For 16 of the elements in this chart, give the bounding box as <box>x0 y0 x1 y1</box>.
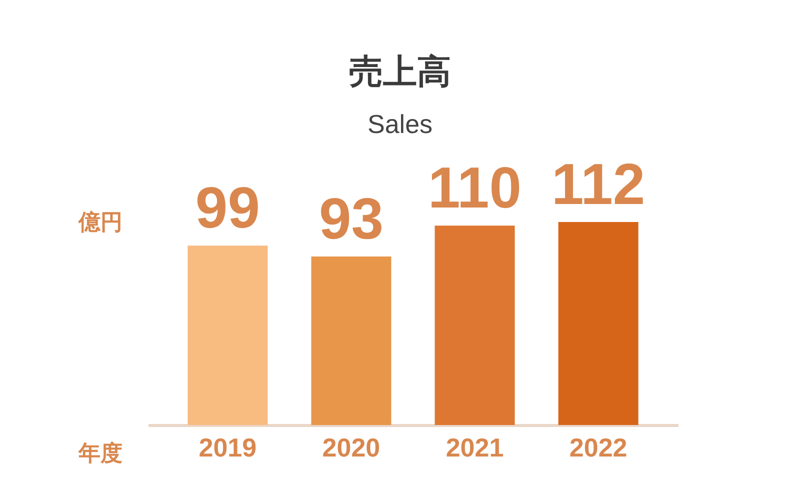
x-tick-label: 2019 <box>198 432 257 462</box>
data-label: 99 <box>195 176 260 241</box>
bar <box>434 226 515 425</box>
chart-title: 売上高 <box>349 53 451 91</box>
bar <box>188 246 268 425</box>
data-label: 93 <box>318 186 384 252</box>
bar <box>311 256 392 425</box>
chart-subtitle: Sales <box>367 109 433 139</box>
data-label: 112 <box>552 152 646 217</box>
x-tick-label: 2021 <box>446 432 504 462</box>
y-axis-title: 億円 <box>78 210 122 234</box>
x-axis-title: 年度 <box>78 440 122 466</box>
bar <box>558 222 638 425</box>
x-tick-label: 2020 <box>322 432 380 462</box>
x-tick-label: 2022 <box>569 432 628 462</box>
data-label: 110 <box>428 156 522 221</box>
